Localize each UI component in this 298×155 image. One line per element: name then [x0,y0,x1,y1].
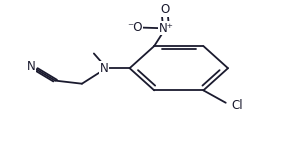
Text: N: N [27,60,36,73]
Text: N: N [100,62,109,75]
Text: ⁻O: ⁻O [127,21,143,34]
Text: Cl: Cl [232,99,243,112]
Text: N⁺: N⁺ [159,22,173,35]
Text: O: O [160,3,169,16]
